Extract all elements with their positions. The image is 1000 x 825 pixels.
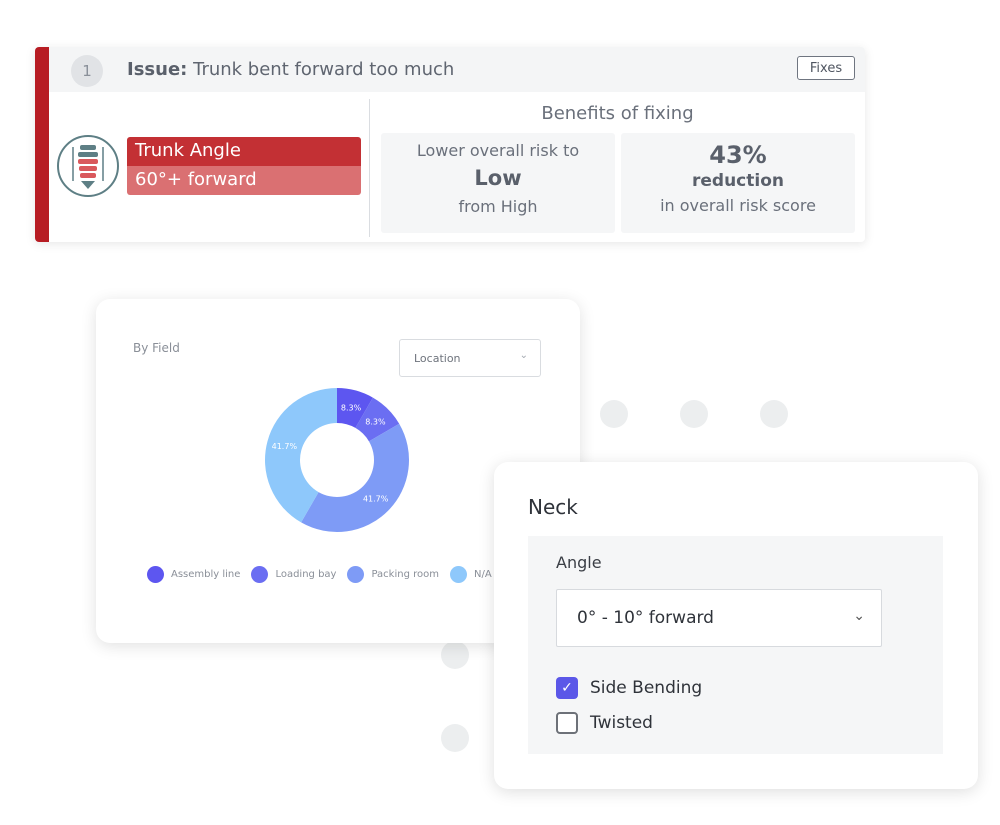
trunk-angle-title: Trunk Angle [127, 137, 361, 166]
legend-item: Loading bay [251, 566, 336, 583]
neck-panel: Angle 0° - 10° forward ⌄ ✓ Side Bending … [528, 536, 943, 754]
fixes-button[interactable]: Fixes [797, 56, 855, 80]
issue-prefix: Issue: [127, 59, 188, 80]
benefit-score-label: reduction [692, 171, 784, 191]
legend-label: Packing room [371, 569, 439, 580]
benefits-title: Benefits of fixing [541, 103, 694, 124]
neck-angle-select[interactable]: 0° - 10° forward ⌄ [556, 589, 882, 647]
legend-label: Assembly line [171, 569, 241, 580]
decorative-dot [600, 400, 628, 428]
checkbox-checked-icon[interactable]: ✓ [556, 677, 578, 699]
donut-slice-label: 41.7% [363, 494, 389, 503]
benefit-risk-line3: from High [458, 197, 538, 216]
legend-swatch [347, 566, 365, 583]
decorative-dot [441, 724, 469, 752]
section-divider [369, 99, 370, 237]
donut-slice [355, 397, 400, 442]
issue-title: Issue: Trunk bent forward too much [127, 59, 454, 80]
legend-item: N/A [449, 566, 492, 583]
chevron-down-icon: ⌄ [519, 350, 528, 361]
donut-slice-label: 8.3% [341, 403, 362, 412]
donut-slice [265, 388, 337, 523]
legend-item: Packing room [347, 566, 439, 583]
issue-card: 1 Issue: Trunk bent forward too much Fix… [35, 47, 865, 242]
angle-label: Angle [556, 553, 602, 572]
issue-header: 1 Issue: Trunk bent forward too much Fix… [49, 47, 865, 92]
trunk-angle-badge: Trunk Angle 60°+ forward [127, 137, 361, 195]
spine-icon [57, 135, 119, 197]
neck-title: Neck [528, 495, 578, 519]
legend-label: N/A [473, 569, 492, 580]
location-select-value: Location [414, 352, 461, 365]
benefit-score-line3: in overall risk score [660, 196, 816, 215]
benefit-risk-level: Lower overall risk to Low from High [381, 133, 615, 233]
chart-legend: Assembly line Loading bay Packing room N/A [147, 566, 503, 583]
donut-slice-label: 8.3% [365, 417, 386, 426]
legend-swatch [251, 566, 269, 583]
severity-accent-bar [35, 47, 49, 242]
issue-number-badge: 1 [71, 55, 103, 87]
legend-item: Assembly line [147, 566, 240, 583]
trunk-angle-value: 60°+ forward [127, 166, 361, 195]
chart-title: By Field [133, 341, 180, 355]
issue-text: Trunk bent forward too much [193, 59, 455, 80]
neck-angle-select-value: 0° - 10° forward [577, 608, 714, 628]
decorative-dot [760, 400, 788, 428]
side-bending-label: Side Bending [590, 678, 703, 698]
benefit-risk-line1: Lower overall risk to [416, 141, 580, 160]
location-select[interactable]: Location ⌄ [399, 339, 541, 377]
benefit-risk-level-value: Low [474, 166, 522, 190]
neck-card: Neck Angle 0° - 10° forward ⌄ ✓ Side Ben… [494, 462, 978, 789]
donut-slice [337, 388, 373, 428]
legend-swatch [449, 566, 467, 583]
decorative-dot [680, 400, 708, 428]
benefit-risk-score: 43% reduction in overall risk score [621, 133, 855, 233]
decorative-dot [441, 641, 469, 669]
legend-label: Loading bay [275, 569, 337, 580]
donut-chart: 8.3%8.3% 41.7% 41.7% [265, 388, 409, 532]
legend-swatch [147, 566, 164, 583]
benefit-score-percent: 43% [709, 141, 767, 169]
checkbox-unchecked-icon[interactable] [556, 712, 578, 734]
chevron-down-icon: ⌄ [853, 608, 865, 624]
twisted-option[interactable]: Twisted [556, 712, 653, 734]
twisted-label: Twisted [590, 713, 653, 733]
donut-slice [301, 423, 409, 532]
donut-slice-label: 41.7% [272, 442, 298, 451]
side-bending-option[interactable]: ✓ Side Bending [556, 677, 702, 699]
